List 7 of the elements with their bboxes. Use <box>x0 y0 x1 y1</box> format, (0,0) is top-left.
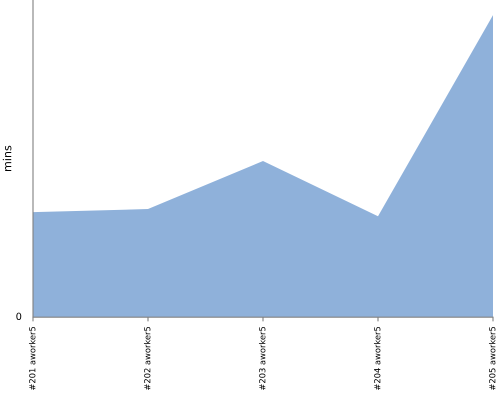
x-tick-label: #205 aworker5 <box>488 326 496 390</box>
text: 0 <box>16 312 22 320</box>
x-tick-label: #204 aworker5 <box>374 326 380 390</box>
x-tick-label: #202 aworker5 <box>144 326 150 390</box>
x-tick-label: #203 aworker5 <box>258 326 266 390</box>
y-axis-title: mins <box>2 146 12 171</box>
x-tick-label: #201 aworker5 <box>28 326 36 390</box>
